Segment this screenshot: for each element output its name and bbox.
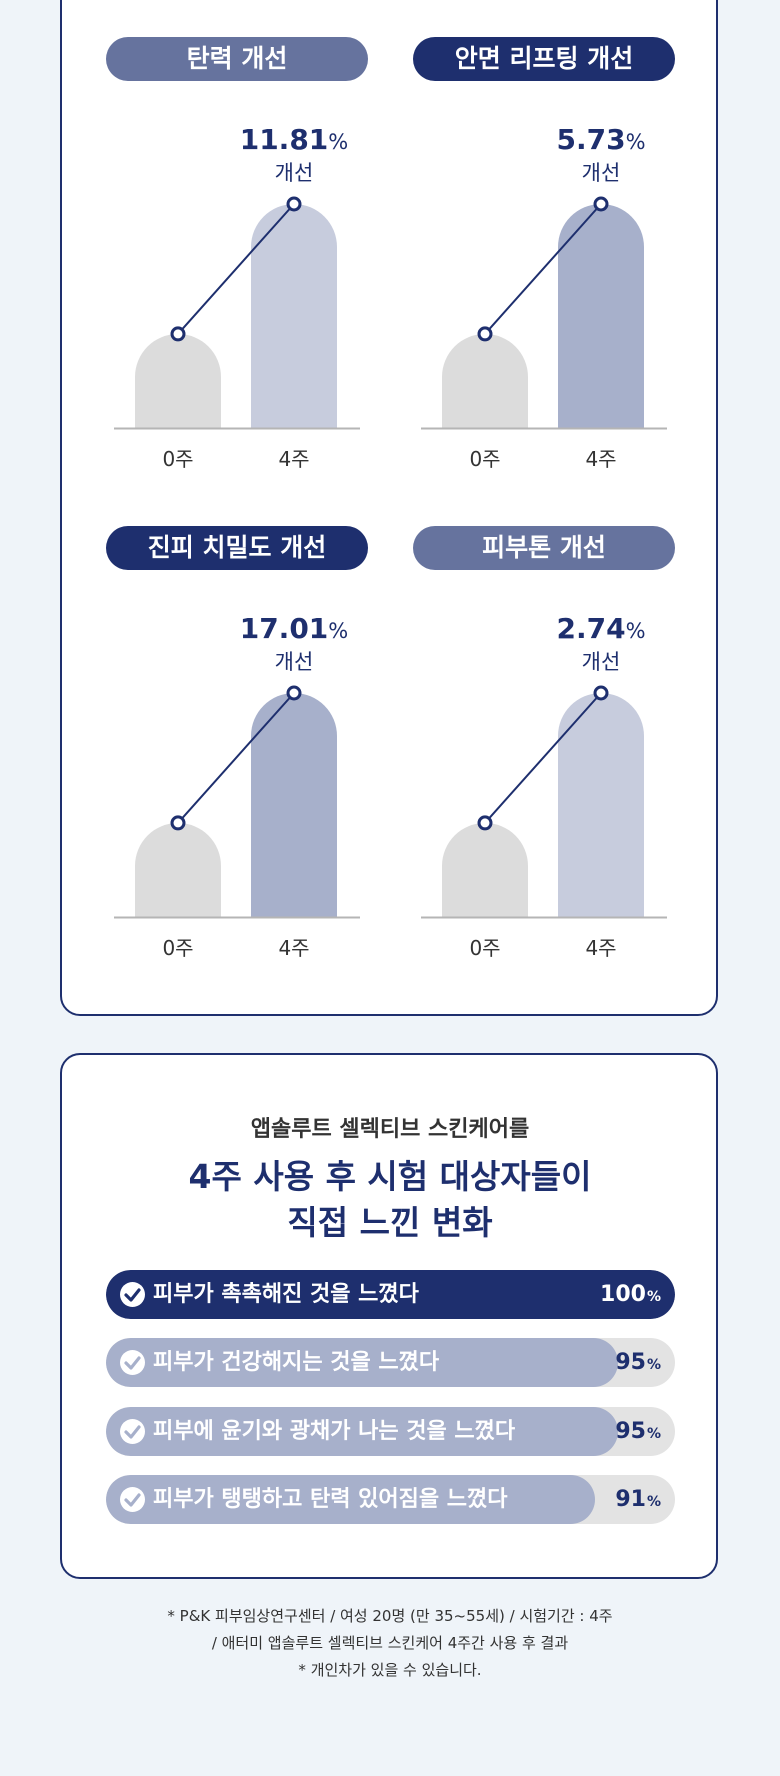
bar-0주: [442, 333, 528, 428]
survey-headline-2: 직접 느낀 변화: [287, 1203, 493, 1242]
survey-bar-label: 피부가 촉촉해진 것을 느꼈다: [153, 1282, 419, 1307]
survey-bar-label: 피부에 윤기와 광채가 나는 것을 느꼈다: [153, 1419, 516, 1444]
trend-line: [177, 692, 295, 824]
bar-0주: [135, 822, 221, 917]
bar-4주: [558, 204, 644, 428]
check-circle-icon: [120, 1350, 145, 1375]
bar-4주: [558, 693, 644, 917]
survey-bar-unit: %: [646, 1426, 661, 1442]
tick-label: 4주: [278, 447, 309, 471]
tick-label: 0주: [162, 936, 193, 960]
improvement-number: 2.74: [556, 612, 625, 645]
tick-label: 0주: [469, 936, 500, 960]
tick-label: 4주: [585, 936, 616, 960]
improvement-value: 11.81%: [240, 123, 349, 156]
check-circle-icon: [120, 1419, 145, 1444]
improvement-number: 17.01: [240, 612, 329, 645]
tick-label: 0주: [469, 447, 500, 471]
survey-bar-unit: %: [646, 1357, 661, 1373]
check-circle-icon: [120, 1282, 145, 1307]
survey-bar-number: 91: [615, 1487, 646, 1512]
survey-bar: 피부에 윤기와 광채가 나는 것을 느꼈다 95%: [106, 1407, 675, 1456]
survey-intro: 앱솔루트 셀렉티브 스킨케어를: [250, 1117, 530, 1142]
improvement-unit: %: [328, 130, 348, 154]
survey-bar: 피부가 탱탱하고 탄력 있어짐을 느꼈다 91%: [106, 1475, 675, 1524]
improvement-label: 개선: [582, 650, 621, 674]
improvement-number: 11.81: [240, 123, 329, 156]
survey-bar-fill: [106, 1270, 675, 1319]
improvement-label: 개선: [275, 161, 314, 185]
survey-bar-value: 91%: [615, 1475, 661, 1524]
bar-4주: [251, 693, 337, 917]
survey-bar-number: 95: [615, 1419, 646, 1444]
improvement-value: 5.73%: [556, 123, 645, 156]
footnote-line-3: * 개인차가 있을 수 있습니다.: [298, 1661, 482, 1679]
survey-bar-value: 95%: [615, 1338, 661, 1387]
trend-line: [484, 203, 602, 335]
improvement-label: 개선: [582, 161, 621, 185]
survey-bar-fill: [106, 1338, 619, 1387]
survey-bar-number: 100: [600, 1282, 646, 1307]
survey-bar-value: 95%: [615, 1407, 661, 1456]
improvement-label: 개선: [275, 650, 314, 674]
chart-title-0: 탄력 개선: [106, 37, 368, 81]
survey-bar-label: 피부가 건강해지는 것을 느꼈다: [153, 1350, 440, 1375]
chart-title-3: 피부톤 개선: [413, 526, 675, 570]
bar-0주: [135, 333, 221, 428]
bar-4주: [251, 204, 337, 428]
data-point-0: [477, 815, 493, 831]
chart-title-1: 안면 리프팅 개선: [413, 37, 675, 81]
survey-bar-unit: %: [646, 1494, 661, 1510]
trend-line: [484, 692, 602, 824]
trend-line: [177, 203, 295, 335]
survey-bar-number: 95: [615, 1350, 646, 1375]
improvement-unit: %: [626, 130, 646, 154]
tick-label: 4주: [278, 936, 309, 960]
footnote-line-1: * P&K 피부임상연구센터 / 여성 20명 (만 35~55세) / 시험기…: [167, 1607, 613, 1625]
tick-label: 4주: [585, 447, 616, 471]
data-point-1: [593, 685, 609, 701]
check-circle-icon: [120, 1487, 145, 1512]
improvement-unit: %: [328, 619, 348, 643]
survey-bar-fill: [106, 1475, 596, 1524]
data-point-1: [286, 685, 302, 701]
data-point-1: [286, 196, 302, 212]
survey-bar-fill: [106, 1407, 619, 1456]
survey-headline-1: 4주 사용 후 시험 대상자들이: [188, 1157, 592, 1196]
survey-bar: 피부가 건강해지는 것을 느꼈다 95%: [106, 1338, 675, 1387]
chart-title-2: 진피 치밀도 개선: [106, 526, 368, 570]
footnote-line-2: / 애터미 앱솔루트 셀렉티브 스킨케어 4주간 사용 후 결과: [211, 1634, 569, 1652]
improvement-value: 17.01%: [240, 612, 349, 645]
survey-bar-unit: %: [646, 1289, 661, 1305]
bar-0주: [442, 822, 528, 917]
data-point-1: [593, 196, 609, 212]
data-point-0: [477, 326, 493, 342]
survey-bar-label: 피부가 탱탱하고 탄력 있어짐을 느꼈다: [153, 1487, 508, 1512]
survey-bar: 피부가 촉촉해진 것을 느꼈다 100%: [106, 1270, 675, 1319]
improvement-value: 2.74%: [556, 612, 645, 645]
data-point-0: [170, 326, 186, 342]
data-point-0: [170, 815, 186, 831]
improvement-unit: %: [626, 619, 646, 643]
tick-label: 0주: [162, 447, 193, 471]
survey-bar-value: 100%: [600, 1270, 661, 1319]
improvement-number: 5.73: [556, 123, 625, 156]
